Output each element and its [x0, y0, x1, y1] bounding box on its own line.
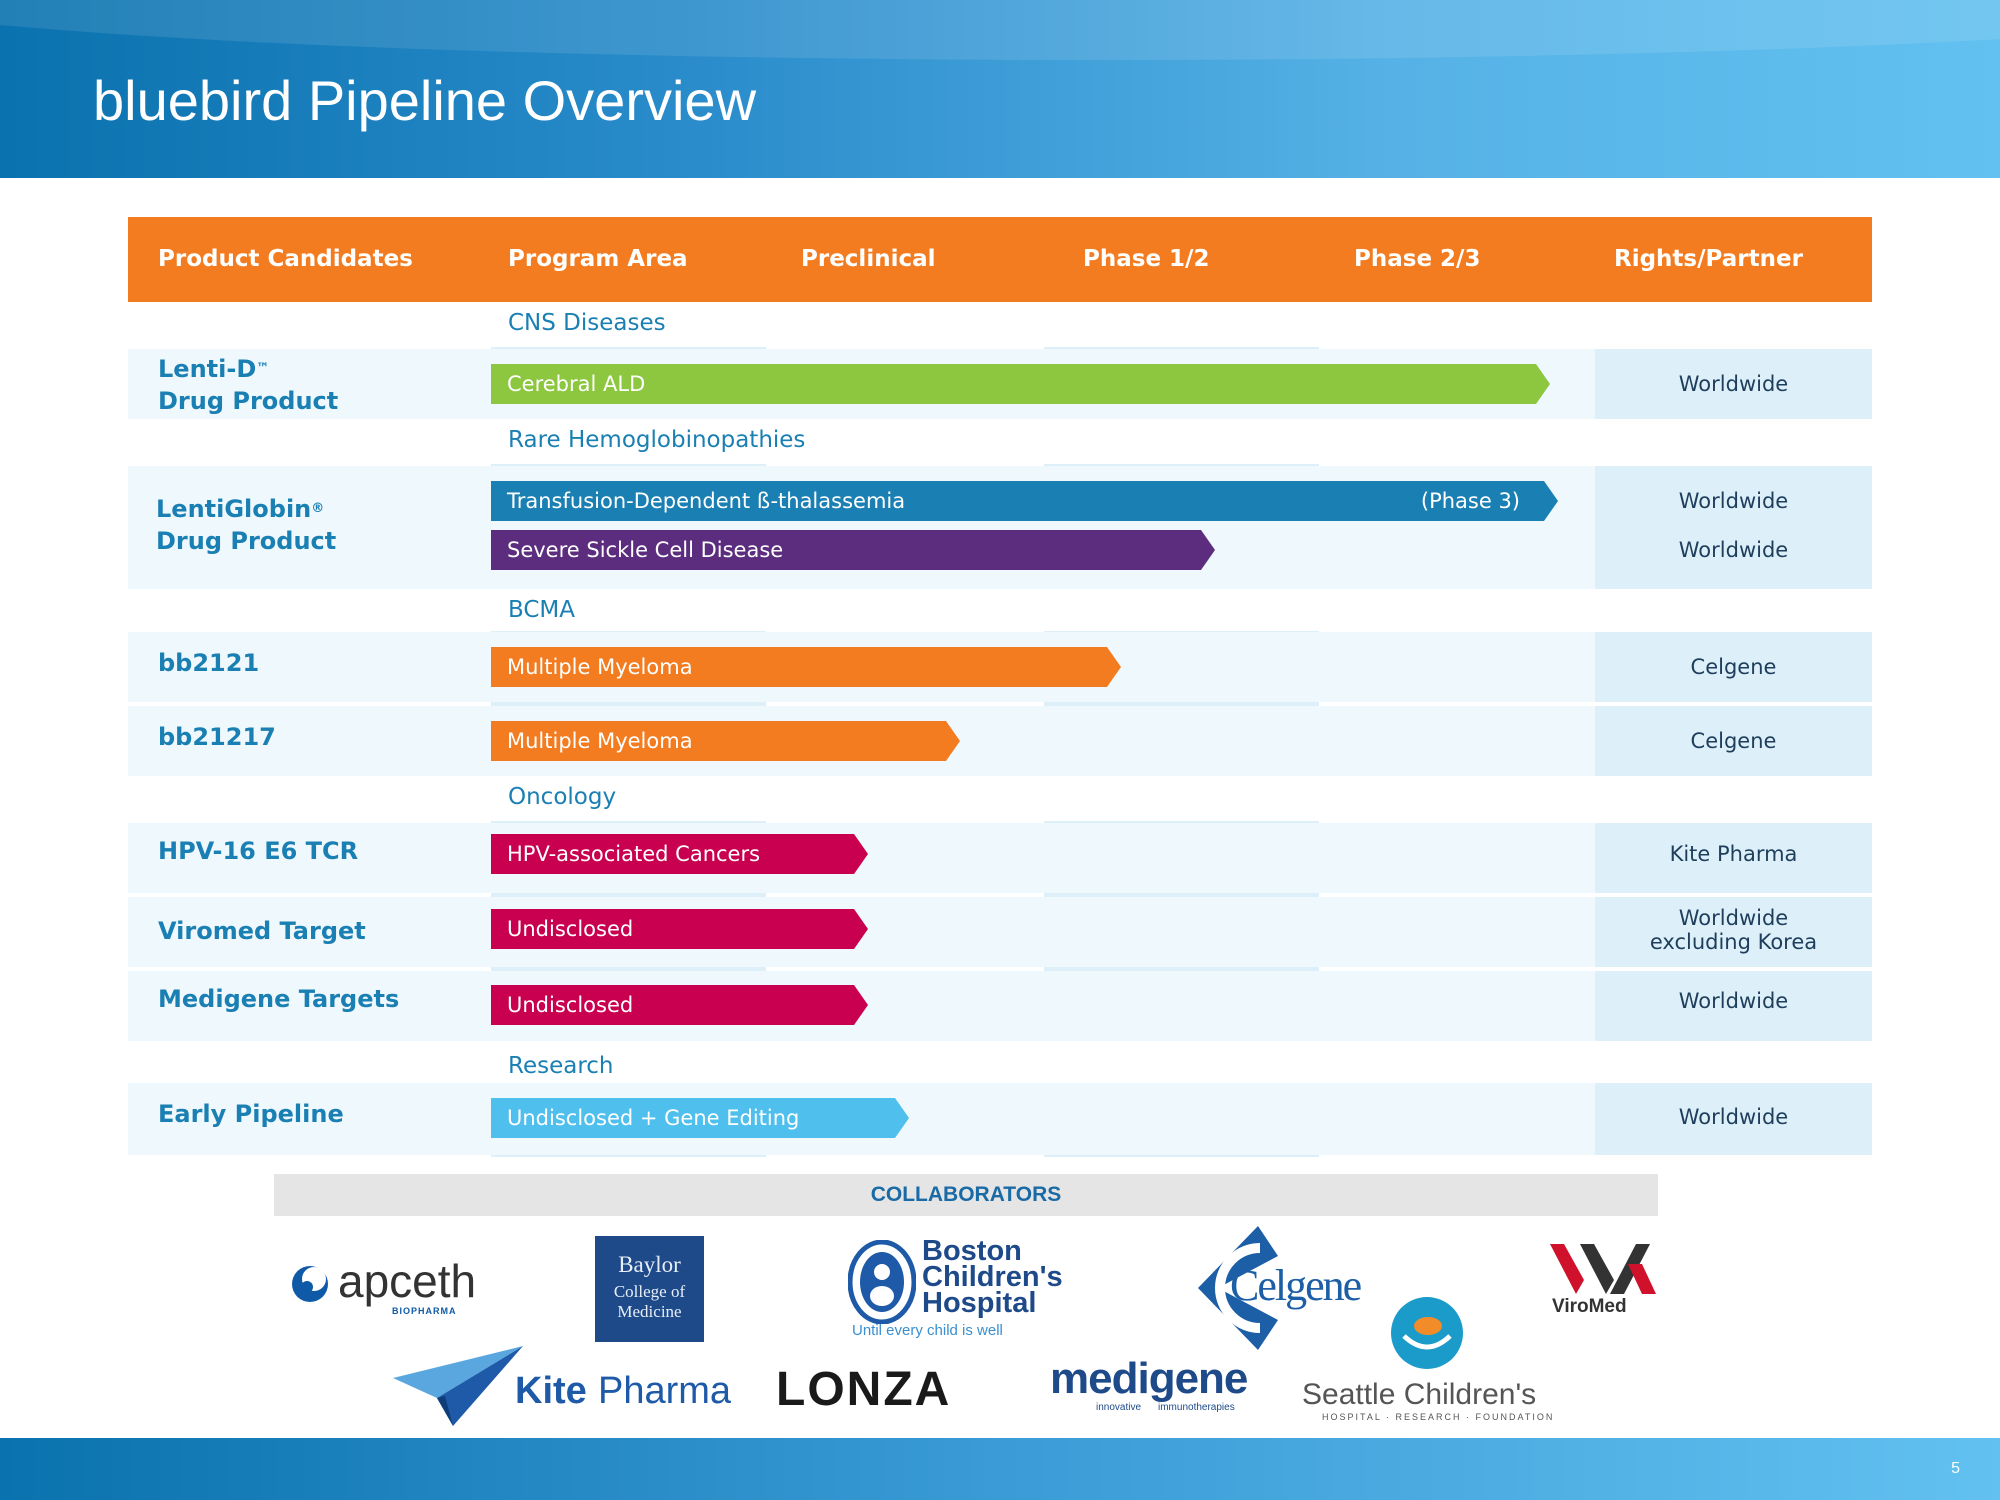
boston-tagline: Until every child is well [852, 1322, 1003, 1339]
rights-cell [1595, 897, 1872, 967]
rights-cell [1595, 1083, 1872, 1155]
header-rights-partner: Rights/Partner [1614, 246, 1803, 272]
celgene-wordmark: Celgene [1230, 1261, 1362, 1310]
group-label: CNS Diseases [508, 310, 666, 336]
product-name: Medigene Targets [158, 985, 400, 1013]
table-row [128, 897, 1872, 967]
medigene-wordmark: medigene [1050, 1354, 1248, 1403]
program-bar-hpv-cancers: HPV-associated Cancers [491, 834, 868, 874]
program-bar-beta-thalassemia: Transfusion-Dependent ß-thalassemia (Pha… [491, 481, 1558, 521]
lonza-logo: LONZA [776, 1363, 952, 1416]
celgene-c-icon [1198, 1226, 1278, 1350]
group-label: Oncology [508, 784, 617, 810]
header-product-candidates: Product Candidates [158, 246, 413, 272]
rights-label: Celgene [1690, 729, 1777, 753]
table-header: Product Candidates Program Area Preclini… [128, 217, 1872, 302]
program-bar-multiple-myeloma: Multiple Myeloma [491, 721, 960, 761]
rights-label: Worldwide [1678, 989, 1789, 1013]
program-bar-cerebral-ald: Cerebral ALD [491, 364, 1550, 404]
boston-seal-icon [848, 1240, 916, 1324]
group-label: Rare Hemoglobinopathies [508, 427, 806, 453]
header-banner: bluebird Pipeline Overview [0, 0, 2000, 178]
rights-label: Worldwide [1678, 1105, 1789, 1129]
rights-cell [1595, 823, 1872, 893]
apceth-swirl-icon [292, 1266, 328, 1302]
rights-cell [1595, 706, 1872, 776]
group-row-cns: CNS Diseases [128, 302, 1872, 347]
rights-label: Worldwide [1678, 489, 1789, 513]
rights-cell [1595, 349, 1872, 419]
rights-cell [1595, 466, 1872, 589]
program-bar-gene-editing: Undisclosed + Gene Editing [491, 1098, 909, 1138]
seattle-whale-icon [1391, 1297, 1463, 1369]
program-bar-multiple-myeloma: Multiple Myeloma [491, 647, 1121, 687]
rights-cell [1595, 632, 1872, 702]
boston-wordmark: Boston Children's Hospital [922, 1235, 1063, 1319]
group-row-research: Research [128, 1041, 1872, 1086]
seattle-wordmark: Seattle Children's [1302, 1378, 1537, 1411]
table-row [128, 971, 1872, 1041]
table-row [128, 1083, 1872, 1155]
product-name: Viromed Target [158, 917, 366, 945]
group-label: Research [508, 1053, 614, 1079]
rights-label: Kite Pharma [1669, 842, 1798, 866]
kite-wordmark-1: Kite [515, 1370, 587, 1412]
product-name: bb21217 [158, 723, 276, 751]
header-program-area: Program Area [508, 246, 688, 272]
program-bar-undisclosed: Undisclosed [491, 909, 868, 949]
product-name: bb2121 [158, 649, 260, 677]
rights-cell [1595, 971, 1872, 1041]
group-row-hemoglobinopathies: Rare Hemoglobinopathies [128, 419, 1872, 464]
header-swoosh [0, 0, 2000, 60]
baylor-logo: Baylor College of Medicine [595, 1236, 704, 1342]
rights-label: Worldwide excluding Korea [1649, 906, 1818, 954]
viromed-mark-icon [1550, 1244, 1656, 1294]
seattle-tagline: HOSPITAL · RESEARCH · FOUNDATION [1322, 1412, 1555, 1422]
rights-label: Worldwide [1678, 538, 1789, 562]
apceth-sub: BIOPHARMA [392, 1306, 457, 1316]
kite-wordmark-2: Pharma [598, 1370, 732, 1412]
table-row [128, 823, 1872, 893]
slide-title: bluebird Pipeline Overview [93, 69, 757, 132]
group-row-oncology: Oncology [128, 776, 1872, 821]
pipeline-table: Product Candidates Program Area Preclini… [128, 217, 1872, 1157]
rights-label: Worldwide [1678, 372, 1789, 396]
footer-bar: 5 [0, 1438, 2000, 1500]
product-name: LentiGlobin® Drug Product [156, 495, 337, 555]
program-bar-undisclosed: Undisclosed [491, 985, 868, 1025]
page-number: 5 [1951, 1460, 1960, 1477]
rights-label: Celgene [1690, 655, 1777, 679]
product-name: Lenti-D™ Drug Product [158, 355, 339, 415]
header-phase-1-2: Phase 1/2 [1083, 246, 1210, 272]
group-label: BCMA [508, 597, 576, 623]
header-phase-2-3: Phase 2/3 [1354, 246, 1481, 272]
viromed-wordmark: ViroMed [1552, 1296, 1627, 1317]
table-row [128, 706, 1872, 776]
collaborators-heading: COLLABORATORS [274, 1174, 1658, 1216]
kite-paper-plane-icon [393, 1346, 523, 1426]
product-name: Early Pipeline [158, 1100, 344, 1128]
program-bar-sickle-cell: Severe Sickle Cell Disease [491, 530, 1215, 570]
product-name: HPV-16 E6 TCR [158, 837, 359, 865]
apceth-wordmark: apceth [338, 1255, 477, 1307]
header-preclinical: Preclinical [801, 246, 936, 272]
group-row-bcma: BCMA [128, 589, 1872, 631]
